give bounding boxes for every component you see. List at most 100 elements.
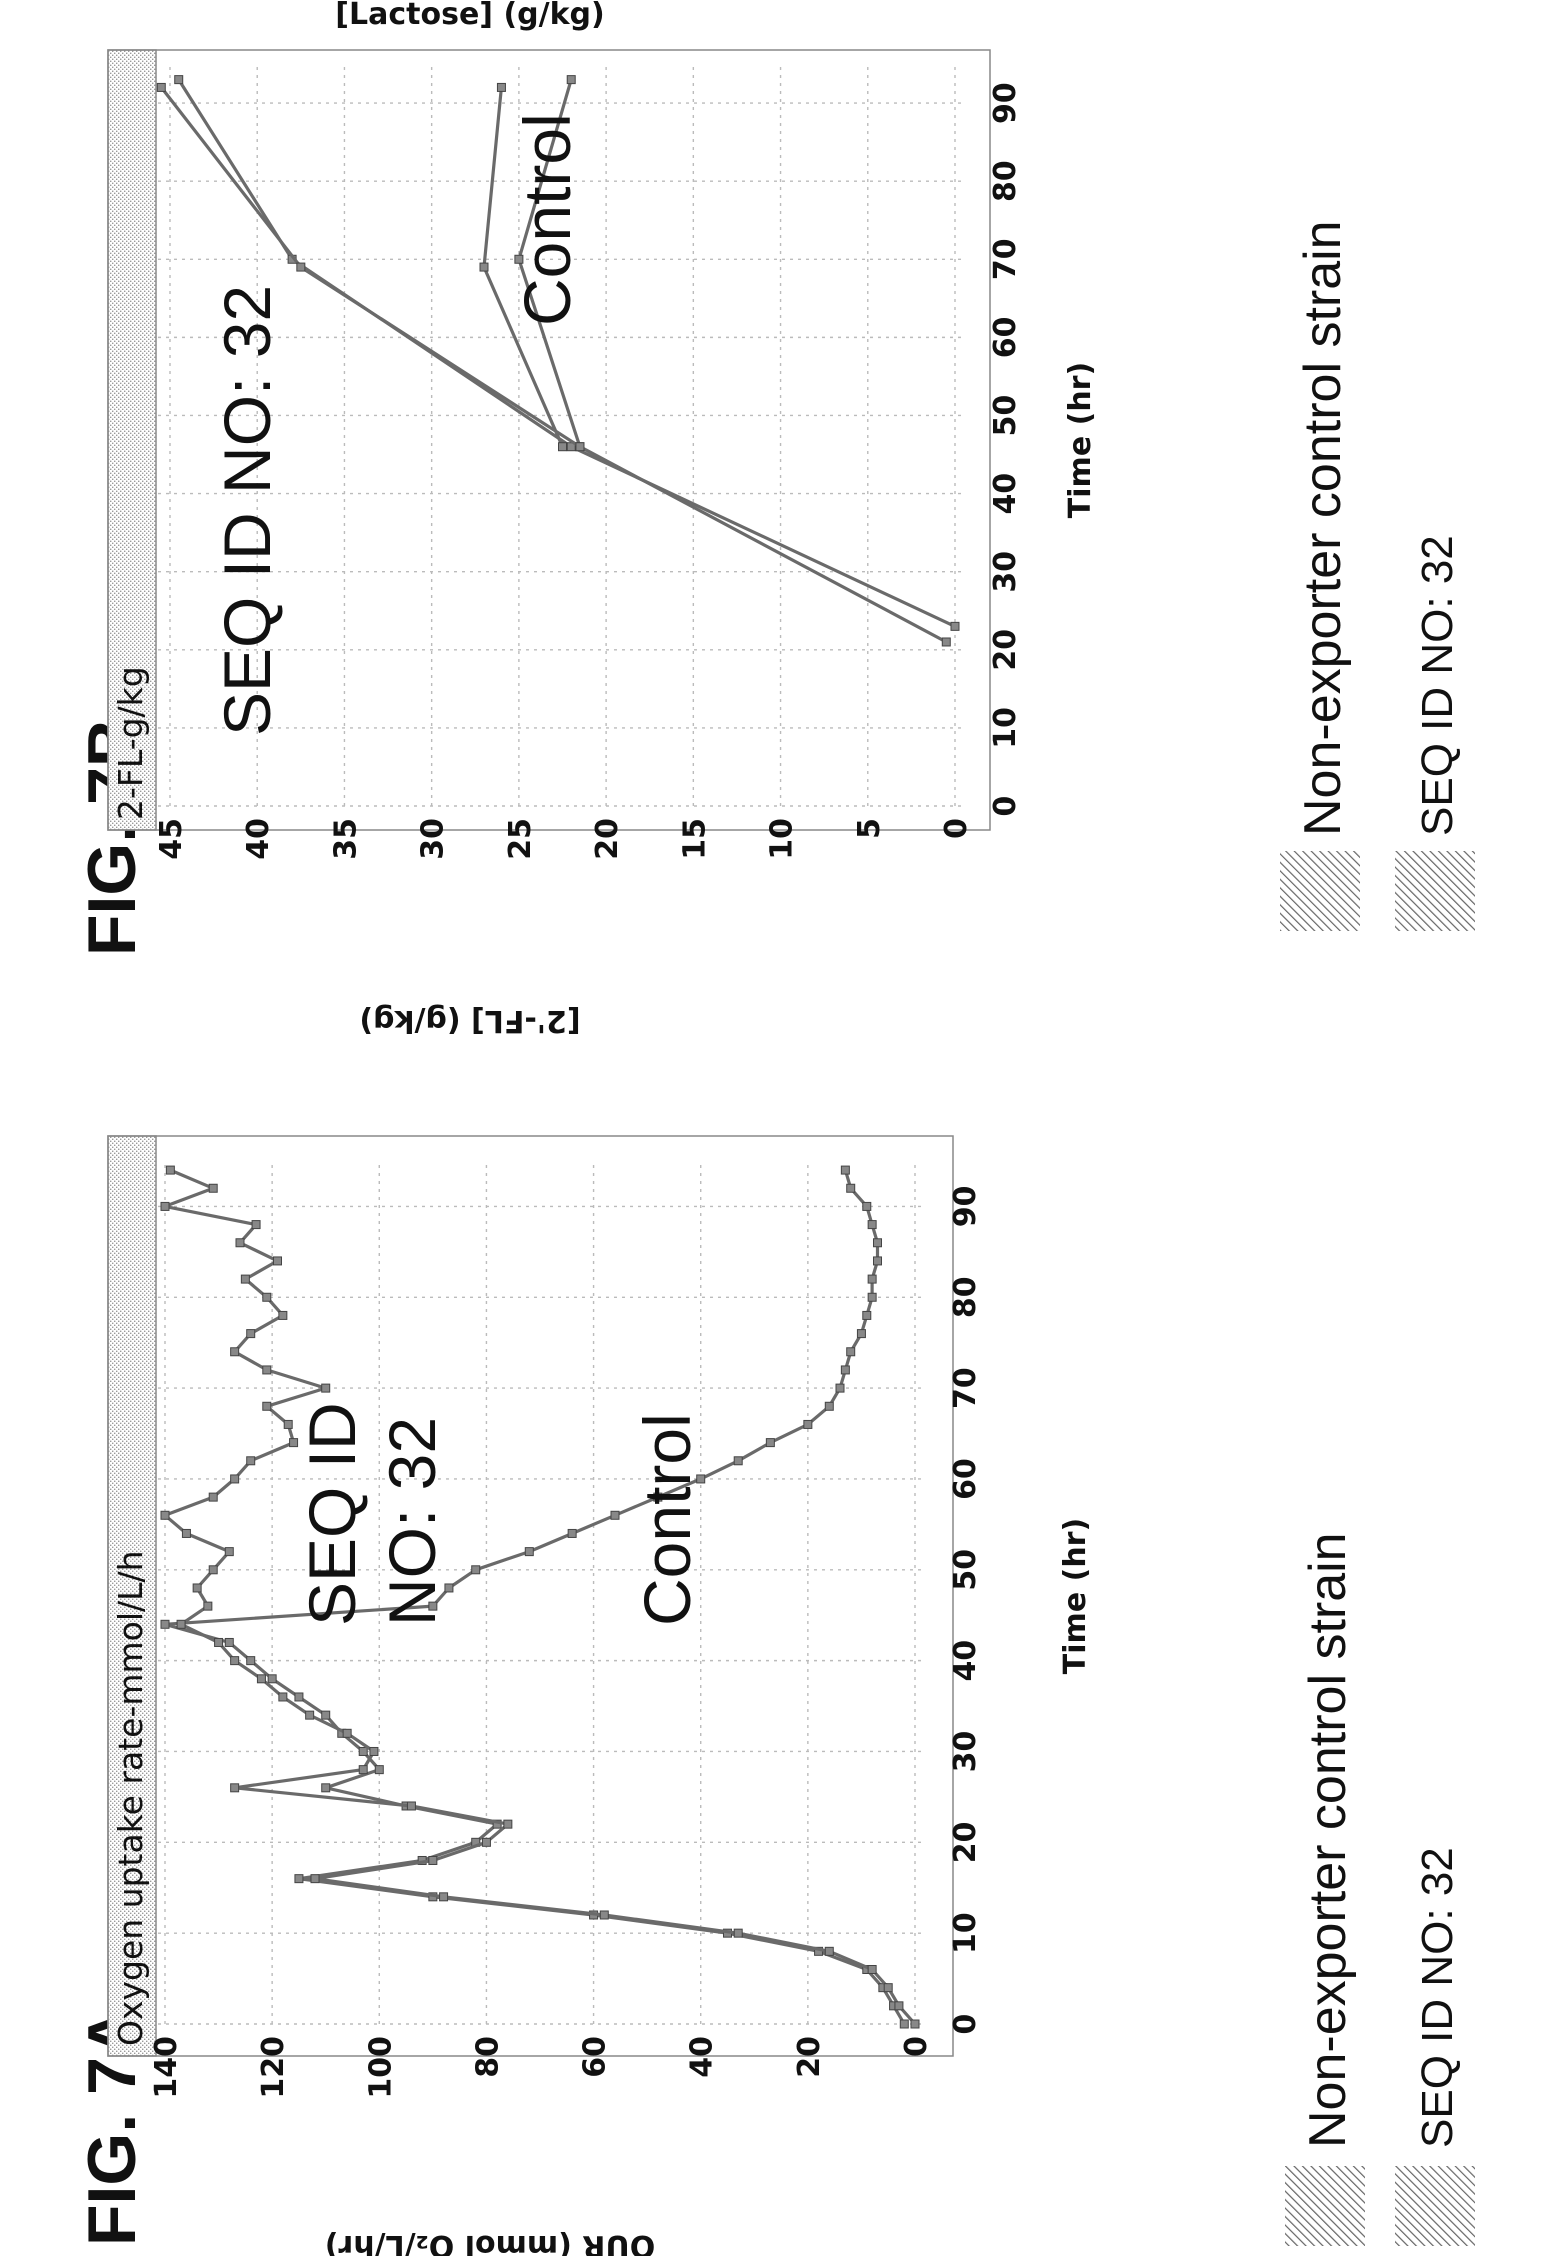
figure-7b: FIG. 7B [2'-FL] (g/kg) [Lactose] (g/kg) … [74, 0, 1475, 1038]
fig-7a-point-seq-id-no-32 [165, 1165, 175, 1175]
fig-7a-point-seq-id-no-32 [894, 2001, 904, 2011]
fig-7a-point-seq-id-no-32 [289, 1438, 299, 1448]
fig-7a-point-seq-id-no-32 [733, 1928, 743, 1938]
fig-7a-x-axis-label: Time (hr) [1058, 1518, 1093, 1674]
fig-7b-point-non-exporter-control-strain-lactose [496, 82, 506, 92]
fig-7a-plot-title: Oxygen uptake rate-mmol/L/h [111, 1550, 150, 2046]
fig-7a-plot-frame [107, 1135, 954, 2057]
fig-7b-x-tick-label: 80 [988, 160, 1023, 202]
fig-7a-point-seq-id-no-32 [208, 1565, 218, 1575]
fig-7a-point-non-exporter-control-strain [374, 1765, 384, 1775]
fig-7b-x-tick-label: 60 [988, 316, 1023, 358]
fig-7a-point-seq-id-no-32 [203, 1601, 213, 1611]
fig-7a-point-non-exporter-control-strain [824, 1401, 834, 1411]
figure-7a: FIG. 7A OUR (mmol O₂/L/hr) Oxygen uptake… [74, 1135, 1475, 2256]
fig-7a-point-seq-id-no-32 [246, 1456, 256, 1466]
fig-7a-annot-seq-line1: SEQ ID [295, 1402, 369, 1626]
fig-7a-point-seq-id-no-32 [358, 1765, 368, 1775]
fig-7a-x-tick-label: 40 [948, 1640, 983, 1682]
fig-7a-x-tick-label: 50 [948, 1549, 983, 1591]
fig-7b-y-tick-label: 10 [765, 818, 800, 860]
fig-7a-point-non-exporter-control-strain [321, 1710, 331, 1720]
fig-7b-y-ticks: 0 5 10 15 20 25 30 35 40 45 [154, 818, 974, 860]
fig-7a-point-seq-id-no-32 [262, 1401, 272, 1411]
fig-7a-point-non-exporter-control-strain [867, 1274, 877, 1284]
fig-7a-y-axis-label: OUR (mmol O₂/L/hr) [325, 2228, 656, 2256]
fig-7a-point-non-exporter-control-strain [567, 1528, 577, 1538]
fig-7b-gridlines [158, 64, 963, 807]
fig-7a-point-seq-id-no-32 [256, 1674, 266, 1684]
fig-7b-x-tick-label: 40 [988, 473, 1023, 515]
fig-7a-point-seq-id-no-32 [230, 1347, 240, 1357]
fig-7b-point-seq-id-no-32 [174, 75, 184, 85]
fig-7a-plot: Oxygen uptake rate-mmol/L/h 020406080100… [107, 1135, 983, 2099]
fig-7a-point-seq-id-no-32 [310, 1874, 320, 1884]
fig-7a-y-tick-label: 120 [256, 2036, 291, 2099]
fig-7a-point-seq-id-no-32 [160, 1201, 170, 1211]
fig-7a-point-seq-id-no-32 [230, 1474, 240, 1484]
fig-7a-x-tick-label: 60 [948, 1458, 983, 1500]
fig-7b-x-ticks: 0 10 20 30 40 50 60 70 80 90 [988, 82, 1023, 816]
fig-7b-legend-label-2: SEQ ID NO: 32 [1413, 535, 1462, 836]
fig-7a-point-seq-id-no-32 [342, 1728, 352, 1738]
fig-7a-y-tick-label: 140 [149, 2036, 184, 2099]
fig-7a-point-non-exporter-control-strain [803, 1419, 813, 1429]
fig-7a-point-seq-id-no-32 [428, 1855, 438, 1865]
fig-7a-point-non-exporter-control-strain [696, 1474, 706, 1484]
fig-7b-y-tick-label: 45 [154, 818, 189, 860]
fig-7a-point-seq-id-no-32 [278, 1310, 288, 1320]
fig-7b-point-seq-id-no-32-lactose [296, 262, 306, 272]
fig-7a-point-seq-id-no-32 [208, 1492, 218, 1502]
fig-7a-point-non-exporter-control-strain [835, 1383, 845, 1393]
fig-7a-x-tick-label: 30 [948, 1731, 983, 1773]
fig-7a-point-non-exporter-control-strain [840, 1165, 850, 1175]
fig-7b-y-tick-label: 15 [677, 818, 712, 860]
fig-7a-y-tick-label: 0 [899, 2036, 934, 2057]
fig-7b-legend: Non-exporter control strain SEQ ID NO: 3… [1280, 220, 1475, 931]
fig-7a-point-non-exporter-control-strain [524, 1547, 534, 1557]
fig-7a-point-seq-id-no-32 [262, 1292, 272, 1302]
fig-7a-point-non-exporter-control-strain [294, 1692, 304, 1702]
fig-7a-point-seq-id-no-32 [439, 1892, 449, 1902]
fig-7a-point-seq-id-no-32 [240, 1274, 250, 1284]
fig-7a-legend-label-2: SEQ ID NO: 32 [1413, 1847, 1462, 2148]
fig-7a-point-non-exporter-control-strain [867, 1292, 877, 1302]
fig-7a-point-seq-id-no-32 [160, 1510, 170, 1520]
fig-7a-point-non-exporter-control-strain [899, 2019, 909, 2029]
fig-7a-point-seq-id-no-32 [192, 1583, 202, 1593]
fig-7a-point-non-exporter-control-strain [862, 1201, 872, 1211]
fig-7b-y-tick-label: 30 [416, 818, 451, 860]
fig-7a-point-non-exporter-control-strain [867, 1220, 877, 1230]
fig-7a-point-seq-id-no-32 [251, 1220, 261, 1230]
fig-7a-point-seq-id-no-32 [867, 1964, 877, 1974]
fig-7a-point-non-exporter-control-strain [160, 1619, 170, 1629]
fig-7a-point-seq-id-no-32 [246, 1329, 256, 1339]
fig-7a-y-tick-label: 80 [470, 2036, 505, 2078]
fig-7b-point-seq-id-no-32-lactose [575, 442, 585, 452]
fig-7a-point-non-exporter-control-strain [840, 1365, 850, 1375]
fig-7b-plot: 2-FL-g/kg 0 5 10 15 20 25 30 35 40 45 0 10 20 30 40 50… [107, 49, 1023, 860]
fig-7b-x-tick-label: 70 [988, 238, 1023, 280]
fig-7b-y-tick-label: 35 [328, 818, 363, 860]
fig-7a-point-seq-id-no-32 [369, 1746, 379, 1756]
fig-7a-point-seq-id-no-32 [176, 1619, 186, 1629]
fig-7a-point-non-exporter-control-strain [846, 1183, 856, 1193]
fig-7a-point-non-exporter-control-strain [873, 1256, 882, 1266]
fig-7b-line-non-exporter-control-strain [517, 79, 948, 644]
fig-7a-point-non-exporter-control-strain [444, 1583, 454, 1593]
fig-7b-plot-title: 2-FL-g/kg [111, 666, 150, 820]
fig-7a-point-non-exporter-control-strain [856, 1329, 866, 1339]
fig-7b-x-tick-label: 30 [988, 551, 1023, 593]
fig-7a-point-non-exporter-control-strain [267, 1674, 277, 1684]
fig-7a-x-ticks: 0 10 20 30 40 50 60 70 80 90 [948, 1186, 983, 2035]
fig-7b-x-axis-label: Time (hr) [1063, 362, 1098, 518]
fig-7a-point-non-exporter-control-strain [471, 1565, 481, 1575]
fig-7a-legend-label-1: Non-exporter control strain [1299, 1532, 1357, 2148]
fig-7b-point-seq-id-no-32 [950, 621, 960, 631]
fig-7a-annot-control: Control [630, 1413, 704, 1626]
fig-7b-y-tick-label: 25 [503, 818, 538, 860]
fig-7a-point-seq-id-no-32 [824, 1946, 834, 1956]
fig-7b-series [156, 75, 960, 647]
fig-7a-point-non-exporter-control-strain [358, 1746, 368, 1756]
